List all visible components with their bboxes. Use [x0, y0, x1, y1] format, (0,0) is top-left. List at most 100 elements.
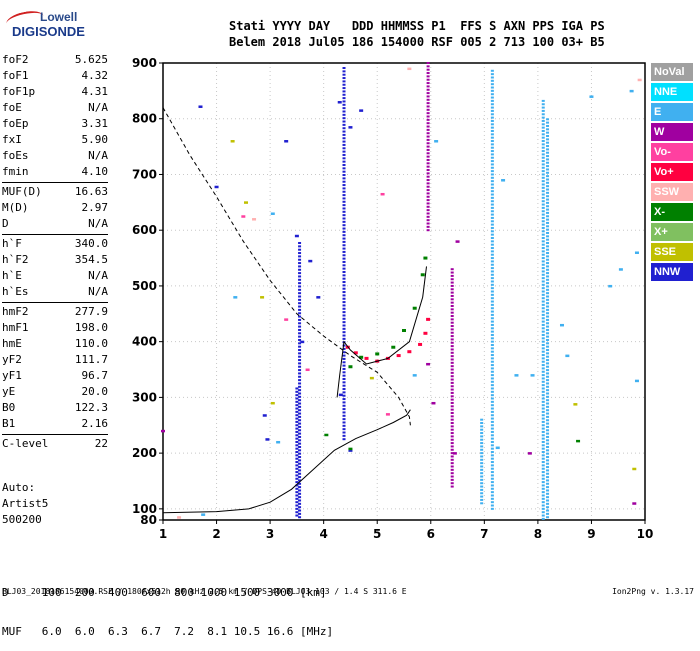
echo-point [295, 477, 299, 480]
echo-point [342, 90, 346, 93]
echo-point [490, 273, 494, 276]
echo-point [426, 219, 430, 222]
echo-point [541, 103, 545, 106]
echo-point [490, 494, 494, 497]
echo-point [298, 466, 302, 469]
parameter-value: 2.16 [81, 417, 109, 430]
echo-point [342, 401, 346, 404]
echo-point [385, 413, 390, 416]
echo-point [450, 318, 454, 321]
echo-point [348, 365, 353, 369]
parameter-panel: foF2 5.625 foF1 4.32 foF1p 4.31 foE N/A foEp 3.31… [2, 52, 108, 452]
echo-point [490, 404, 494, 407]
echo-point [423, 331, 428, 335]
echo-point [294, 234, 299, 238]
echo-point [490, 507, 494, 510]
echo-point [298, 486, 302, 489]
parameter-name: fxI [2, 133, 22, 146]
echo-point [342, 354, 346, 357]
echo-point [546, 462, 550, 465]
echo-point [541, 273, 545, 276]
echo-point [541, 267, 545, 270]
echo-point [490, 267, 494, 270]
echo-point [342, 411, 346, 414]
echo-point [298, 328, 302, 331]
echo-point [426, 122, 430, 125]
echo-point [490, 253, 494, 256]
echo-point [298, 345, 302, 348]
echo-point [342, 367, 346, 370]
echo-point [546, 419, 550, 422]
echo-point [541, 477, 545, 480]
echo-point [295, 484, 299, 487]
echo-point [541, 484, 545, 487]
echo-point [541, 501, 545, 504]
echo-point [490, 277, 494, 280]
echo-point [298, 462, 302, 465]
x-tick-label: 7 [480, 527, 488, 541]
echo-point [541, 424, 545, 427]
echo-point [342, 428, 346, 431]
legend-entry: Vo+ [651, 163, 693, 181]
echo-point [295, 497, 299, 500]
echo-point [541, 210, 545, 213]
echo-point [546, 298, 550, 301]
echo-point [490, 73, 494, 76]
echo-point [450, 398, 454, 401]
echo-point [342, 200, 346, 203]
echo-point [450, 422, 454, 425]
echo-point [298, 379, 302, 382]
echo-point [541, 517, 545, 520]
echo-point [541, 206, 545, 209]
echo-point [450, 388, 454, 391]
echo-point [450, 368, 454, 371]
y-tick-label: 800 [132, 112, 157, 126]
echo-point [490, 427, 494, 430]
echo-point [546, 302, 550, 305]
echo-point [541, 420, 545, 423]
echo-point [342, 174, 346, 177]
echo-point [490, 166, 494, 169]
parameter-value: 111.7 [74, 353, 108, 366]
echo-point [490, 464, 494, 467]
echo-point [541, 427, 545, 430]
echo-point [426, 68, 430, 71]
parameter-name: yF2 [2, 353, 22, 366]
echo-point [546, 399, 550, 402]
echo-point [298, 342, 302, 345]
echo-point [342, 270, 346, 273]
echo-point [295, 437, 299, 440]
echo-point [342, 297, 346, 300]
echo-point [546, 198, 550, 201]
echo-point [298, 369, 302, 372]
echo-point [541, 491, 545, 494]
echo-point [541, 397, 545, 400]
echo-point [546, 218, 550, 221]
echo-point [450, 482, 454, 485]
echo-point [342, 398, 346, 401]
echo-point [450, 462, 454, 465]
echo-point [295, 414, 299, 417]
echo-point [426, 179, 430, 182]
echo-point [298, 452, 302, 455]
echo-point [546, 161, 550, 164]
echo-point [450, 378, 454, 381]
echo-point [546, 499, 550, 502]
echo-point [490, 133, 494, 136]
echo-point [450, 351, 454, 354]
echo-point [295, 440, 299, 443]
echo-point [541, 344, 545, 347]
echo-point [546, 265, 550, 268]
echo-point [546, 435, 550, 438]
echo-point [541, 226, 545, 229]
echo-point [480, 428, 484, 431]
echo-point [490, 170, 494, 173]
echo-point [541, 333, 545, 336]
echo-point [298, 389, 302, 392]
echo-point [452, 452, 457, 455]
echo-point [298, 385, 302, 388]
echo-point [546, 278, 550, 281]
echo-point [490, 210, 494, 213]
y-tick-label: 900 [132, 56, 157, 70]
echo-point [450, 385, 454, 388]
